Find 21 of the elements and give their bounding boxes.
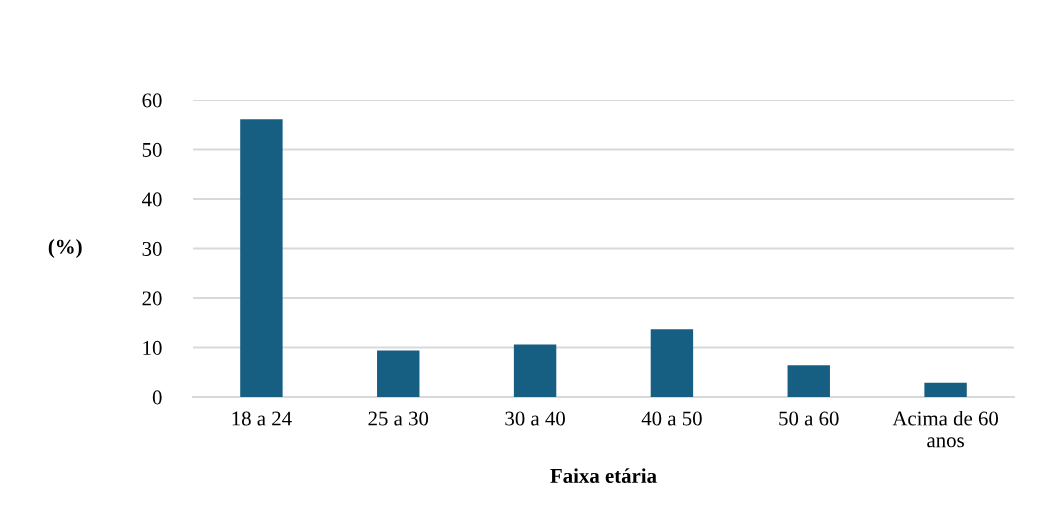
bar [513, 344, 557, 397]
y-tick-label: 20 [142, 291, 162, 306]
bar [377, 350, 420, 397]
x-axis-title: Faixa etária [550, 468, 657, 483]
x-tick-label: 18 a 24 [232, 411, 292, 426]
x-tick-label: 30 a 40 [505, 411, 565, 426]
bar [787, 365, 830, 397]
bar [240, 119, 283, 397]
y-tick-label: 10 [143, 340, 162, 355]
x-tick-label: 40 a 50 [641, 411, 702, 426]
y-tick-label: 60 [142, 93, 162, 108]
bar [924, 382, 967, 397]
x-tick-label: Acima de 60 anos [892, 410, 999, 448]
y-axis-title: (%) [48, 239, 82, 258]
x-tick-label: 25 a 30 [368, 411, 429, 426]
bar [650, 329, 694, 397]
y-tick-label: 30 [142, 241, 162, 256]
x-tick-label: 50 a 60 [779, 411, 839, 426]
y-tick-label: 0 [152, 390, 162, 405]
y-tick-label: 50 [142, 142, 162, 157]
y-tick-label: 40 [142, 192, 162, 207]
